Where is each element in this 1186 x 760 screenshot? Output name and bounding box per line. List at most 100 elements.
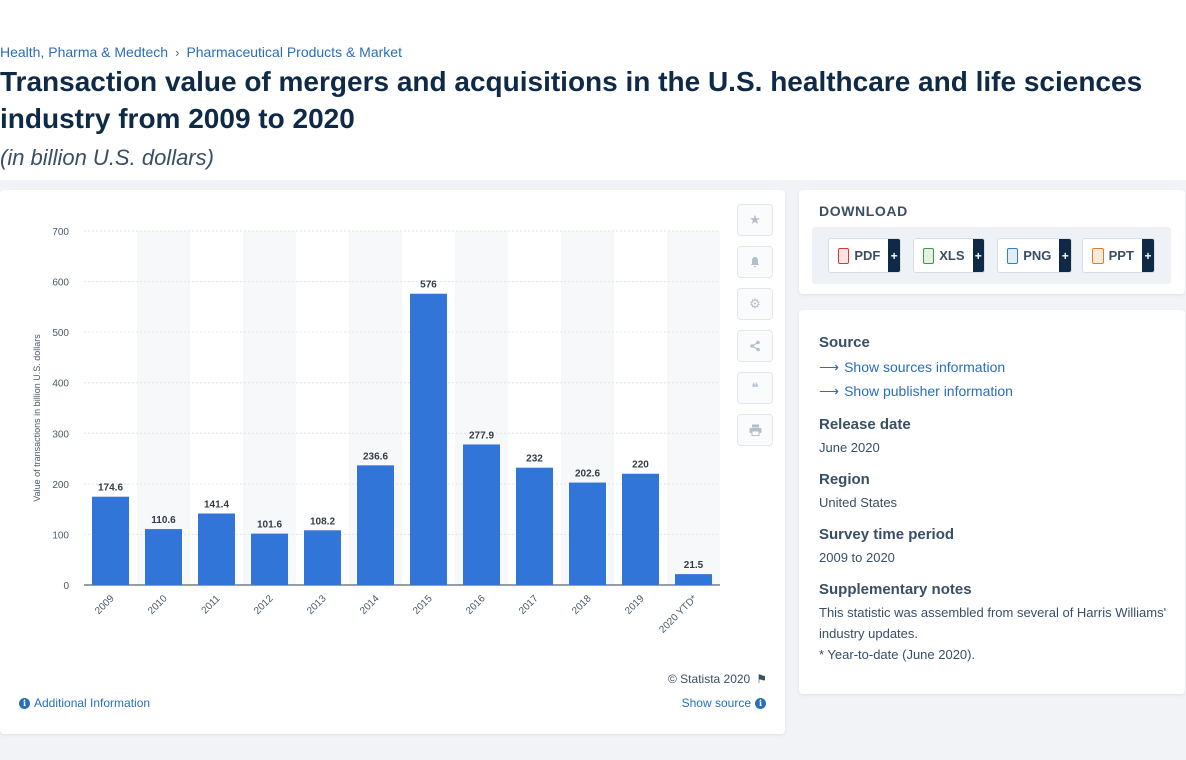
data-label: 101.6 [257,520,282,531]
x-tick-label: 2011 [200,593,223,616]
y-tick-label: 0 [63,581,69,592]
show-sources-link[interactable]: ⟶ Show sources information [819,355,1169,379]
survey-section: Survey time period 2009 to 2020 [819,526,1169,568]
copyright-text: © Statista 2020 [668,672,751,686]
gear-icon[interactable]: ⚙ [737,288,773,320]
download-ppt-button[interactable]: PPT + [1082,238,1155,273]
arrow-right-icon: ⟶ [819,359,840,375]
show-sources-label: Show sources information [844,359,1006,375]
bar [675,574,712,585]
download-card: DOWNLOAD PDF + XLS + PNG + PPT + [799,190,1185,294]
x-tick-label: 2018 [570,593,594,617]
notes-heading: Supplementary notes [819,581,972,598]
star-icon[interactable]: ★ [737,204,773,236]
chart-card: 0 100 200 300 400 500 600 700 Value of transacti… [0,190,785,734]
column-band [137,231,190,585]
data-label: 232 [526,454,543,465]
info-icon: i [19,697,30,709]
bar [463,444,500,585]
info-icon: i [755,697,766,709]
chart-copyright: © Statista 2020 ⚑ [668,672,767,686]
y-tick-label: 300 [52,429,69,440]
flag-icon[interactable]: ⚑ [756,672,767,686]
bar [622,473,659,585]
download-xls-label: XLS [939,248,965,263]
x-tick-label: 2020 YTD* [657,593,699,635]
data-label: 220 [632,460,649,471]
bar [92,496,129,585]
download-ppt-label: PPT [1108,248,1134,263]
x-tick-label: 2014 [358,593,382,617]
x-tick-label: 2016 [464,593,488,617]
y-tick-label: 700 [52,227,69,238]
x-tick-label: 2017 [517,593,541,617]
y-tick-label: 500 [52,328,69,339]
data-label: 202.6 [575,469,600,480]
bar [304,530,341,585]
additional-info-label: Additional Information [34,696,151,710]
bar-chart: 0 100 200 300 400 500 600 700 Value of transacti… [32,227,720,636]
region-heading: Region [819,471,870,488]
y-tick-label: 600 [52,278,69,289]
breadcrumb-item-pharma[interactable]: Pharmaceutical Products & Market [186,44,402,60]
data-label: 236.6 [363,451,388,462]
arrow-right-icon: ⟶ [819,383,840,399]
share-icon[interactable] [737,330,773,362]
bar [516,467,553,585]
source-section: Source ⟶ Show sources information ⟶ Show… [819,334,1169,403]
x-tick-label: 2015 [411,593,435,617]
release-section: Release date June 2020 [819,416,1169,458]
show-publisher-link[interactable]: ⟶ Show publisher information [819,379,1169,403]
chart-toolbar: ★ ⚙ ❝ [737,204,773,456]
plus-icon: + [888,239,900,272]
bar [410,293,447,585]
plus-icon: + [1059,239,1071,272]
y-tick-label: 100 [52,530,69,541]
region-value: United States [819,495,898,510]
bar [357,465,394,585]
download-buttons: PDF + XLS + PNG + PPT + [812,227,1171,284]
png-file-icon [1007,247,1019,264]
data-label: 141.4 [204,499,229,510]
download-png-button[interactable]: PNG + [997,238,1072,273]
additional-info-link[interactable]: i Additional Information [19,696,150,710]
quote-icon[interactable]: ❝ [737,372,773,404]
header-area [0,0,1186,180]
download-pdf-label: PDF [854,248,881,263]
notes-line-1: This statistic was assembled from severa… [819,605,1167,641]
column-band [243,231,296,585]
data-label: 576 [420,280,437,291]
pdf-file-icon [838,247,850,264]
statistic-info: Source ⟶ Show sources information ⟶ Show… [819,334,1169,678]
bar [198,513,235,585]
data-label: 277.9 [469,430,494,441]
region-section: Region United States [819,471,1169,513]
plus-icon: + [1141,239,1154,272]
notes-line-2: * Year-to-date (June 2020). [819,647,976,662]
x-tick-label: 2010 [146,593,170,617]
source-heading: Source [819,334,870,351]
page-subtitle: (in billion U.S. dollars) [0,145,214,170]
download-title: DOWNLOAD [819,203,908,219]
bell-icon[interactable] [737,246,773,278]
show-publisher-label: Show publisher information [844,383,1013,399]
download-xls-button[interactable]: XLS + [913,238,985,273]
bar [145,529,182,585]
y-tick-label: 400 [52,379,69,390]
bar [251,533,288,585]
breadcrumb-item-health[interactable]: Health, Pharma & Medtech [0,44,169,60]
x-tick-label: 2012 [252,593,276,617]
show-source-link[interactable]: Show source i [682,696,766,710]
show-source-label: Show source [681,696,751,710]
data-label: 21.5 [684,560,704,571]
statistic-info-card: Source ⟶ Show sources information ⟶ Show… [799,310,1185,694]
breadcrumb-separator: › [175,44,180,60]
x-tick-label: 2009 [93,593,117,617]
column-band [667,231,720,585]
download-pdf-button[interactable]: PDF + [828,238,901,273]
print-icon[interactable] [737,414,773,446]
data-label: 110.6 [151,515,176,526]
x-tick-label: 2013 [305,593,329,617]
data-label: 174.6 [98,483,123,494]
survey-heading: Survey time period [819,526,955,543]
